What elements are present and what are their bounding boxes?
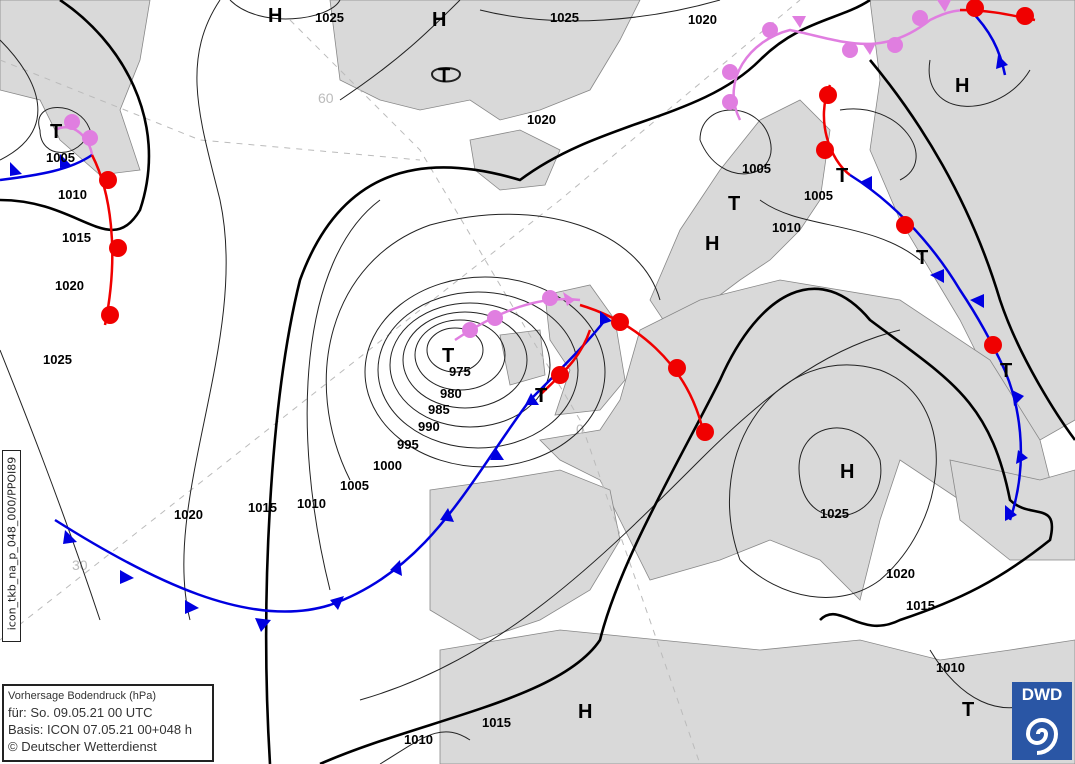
graticule	[0, 0, 801, 764]
isobar-label: 1025	[820, 506, 849, 521]
grid-label: 60	[318, 90, 334, 106]
cold-front	[0, 153, 93, 182]
isobar-label: 1010	[772, 220, 801, 235]
grid-label: 0	[576, 421, 584, 437]
isobar-label: 1025	[315, 10, 344, 25]
isobar-label: 1015	[482, 715, 511, 730]
isobar-label: 1015	[906, 598, 935, 613]
low-pressure-center: T	[836, 165, 848, 187]
isobar-label: 1010	[404, 732, 433, 747]
swirl-icon	[1025, 718, 1059, 755]
high-pressure-center: H	[432, 9, 446, 31]
isobar-label: 1000	[373, 458, 402, 473]
isobar-label: 1005	[804, 188, 833, 203]
isobar-label: 1010	[297, 496, 326, 511]
isobar-label: 1020	[527, 112, 556, 127]
fronts	[0, 0, 1036, 632]
logo-text: DWD	[1021, 685, 1063, 704]
isobar-label: 1010	[936, 660, 965, 675]
grid-label: 30	[72, 557, 88, 573]
cold-front	[849, 173, 1002, 361]
isobar-label: 1015	[62, 230, 91, 245]
isobar-label: 1020	[174, 507, 203, 522]
low-pressure-center: T	[916, 247, 928, 269]
isobar-label: 1015	[248, 500, 277, 515]
high-pressure-center: H	[840, 461, 854, 483]
cold-front	[998, 359, 1023, 521]
product-id-box: icon_tkb_na_p_048_000/PPOI89	[2, 450, 21, 642]
occlusion-front	[54, 126, 94, 156]
low-pressure-center: T	[1000, 360, 1012, 382]
isobar-label: 990	[418, 419, 440, 434]
product-id: icon_tkb_na_p_048_000/PPOI89	[5, 456, 19, 631]
warm-front	[90, 154, 114, 326]
isobar-label: 1025	[43, 352, 72, 367]
isobar-label: 1005	[46, 150, 75, 165]
dwd-logo: DWD	[1012, 682, 1072, 760]
isobar-label: 1020	[688, 12, 717, 27]
low-pressure-center: T	[50, 121, 62, 143]
legend-box: Vorhersage Bodendruck (hPa) für: So. 09.…	[2, 684, 214, 762]
high-pressure-center: H	[955, 75, 969, 97]
isobar-labels: 1025 1025 1020 1020 1005 1010 1015 1020 …	[43, 10, 965, 747]
occlusion-front	[732, 8, 971, 121]
isobar-label: 1005	[742, 161, 771, 176]
legend-basis: Basis: ICON 07.05.21 00+048 h	[8, 722, 192, 737]
low-pressure-center: T	[535, 385, 547, 407]
legend-title: Vorhersage Bodendruck (hPa)	[8, 690, 156, 702]
high-pressure-center: H	[705, 233, 719, 255]
low-pressure-center: T	[442, 345, 454, 367]
legend-valid-time: für: So. 09.05.21 00 UTC	[8, 705, 153, 720]
isobar-label: 1010	[58, 187, 87, 202]
isobar-label: 985	[428, 402, 450, 417]
isobar-label: 995	[397, 437, 419, 452]
low-pressure-center: T	[438, 65, 450, 87]
high-pressure-center: H	[578, 701, 592, 723]
warm-front	[579, 303, 707, 441]
high-pressure-center: H	[268, 5, 282, 27]
isobar-label: 1025	[550, 10, 579, 25]
low-pressure-center: T	[728, 193, 740, 215]
isobar-label: 1020	[55, 278, 84, 293]
isobar-label: 980	[440, 386, 462, 401]
pressure-centers: H H T T T H T T T H T T H H T	[50, 5, 1012, 723]
isobar-label: 1005	[340, 478, 369, 493]
legend-copyright: © Deutscher Wetterdienst	[8, 739, 157, 754]
isobar-label: 1020	[886, 566, 915, 581]
isobar-label: 975	[449, 364, 471, 379]
warm-front	[539, 329, 592, 396]
low-pressure-center: T	[962, 699, 974, 721]
